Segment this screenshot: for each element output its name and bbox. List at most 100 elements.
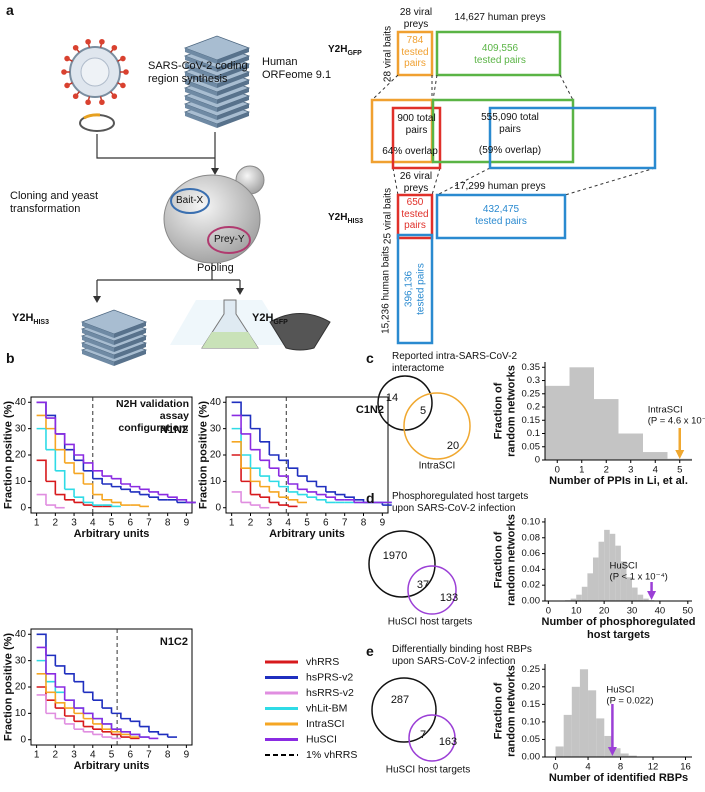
histogram-bar [555, 746, 564, 757]
x-tick-label: 1 [579, 465, 584, 476]
assay-subscript: HIS3 [33, 319, 49, 327]
step-segment [83, 501, 94, 506]
histogram-bar [594, 399, 619, 460]
annotation: IntraSCI [648, 405, 683, 416]
assay-name: Y2H [12, 312, 34, 324]
x-tick-label: 5 [677, 465, 682, 476]
step-segment [55, 470, 66, 490]
virus-spike-head [64, 55, 70, 62]
step-segment [74, 712, 85, 719]
count-label: 28 viral preys [399, 7, 433, 30]
step-segment [92, 699, 103, 709]
y-tick-label: 0.10 [522, 516, 541, 527]
y-tick-label: 0.25 [522, 388, 541, 399]
step-segment [231, 441, 242, 469]
step-segment [36, 427, 47, 450]
step-segment [83, 691, 94, 701]
histogram-bar [628, 755, 637, 757]
count-label: 28 viral baits [382, 25, 394, 83]
x-tick-label: 8 [361, 518, 367, 529]
y-tick-label: 30 [15, 655, 27, 666]
histogram-bar [588, 690, 597, 757]
venn-title: Reported intra-SARS-CoV-2 interactome [392, 351, 518, 374]
connector [96, 132, 216, 172]
assay-name: Y2H [328, 212, 348, 223]
x-tick-label: 20 [599, 606, 610, 617]
legend-label: hsRRS-v2 [306, 687, 354, 699]
step-segment [269, 501, 280, 506]
step-segment [92, 733, 103, 738]
venn-count: 287 [391, 694, 409, 706]
step-segment [111, 712, 122, 719]
step-segment [45, 654, 57, 666]
chart-title: N1N2 [160, 424, 188, 436]
step-segment [36, 493, 47, 506]
plasmid-insert [83, 113, 101, 120]
panel-label: c [366, 350, 374, 366]
step-segment [83, 483, 94, 495]
step-label: Pooling [197, 262, 234, 274]
step-segment [316, 499, 327, 503]
x-tick-label: 9 [184, 750, 190, 761]
histogram-bar [626, 577, 633, 601]
x-tick-label: 0 [555, 465, 560, 476]
y-tick-label: 40 [15, 397, 27, 408]
step-segment [36, 401, 47, 416]
step-segment [74, 496, 85, 503]
y-tick-label: 30 [15, 423, 27, 434]
step-segment [45, 691, 57, 703]
step-segment [64, 723, 75, 730]
step-segment [120, 483, 132, 487]
step-segment [278, 475, 289, 484]
step-segment [307, 480, 318, 487]
annotation: (P = 0.022) [606, 696, 653, 707]
x-tick-label: 6 [127, 750, 133, 761]
step-segment [92, 717, 103, 724]
venn-count: 20 [447, 440, 459, 452]
step-segment [36, 673, 47, 693]
step-label: Human ORFeome 9.1 [262, 56, 332, 81]
x-tick-label: 5 [109, 750, 115, 761]
yeast-cell [163, 174, 261, 264]
step-segment [45, 712, 57, 719]
arrow-head [236, 288, 244, 295]
y-tick-label: 40 [210, 397, 222, 408]
step-segment [83, 470, 94, 479]
histogram-bar [667, 458, 692, 460]
step-segment [288, 499, 299, 503]
step-segment [102, 475, 113, 479]
step-segment [241, 454, 252, 469]
x-tick-label: 3 [71, 750, 77, 761]
step-segment [55, 717, 66, 724]
x-tick-label: 9 [184, 518, 190, 529]
step-segment [64, 699, 75, 709]
step-segment [92, 470, 103, 477]
assay-label: Y2HHIS3 [328, 212, 363, 226]
step-segment [288, 467, 299, 477]
venn-set-label: IntraSCI [419, 461, 456, 472]
histogram-bar [598, 541, 605, 601]
overlap-label: (59% overlap) [478, 145, 542, 156]
assay-label: Y2HGFP [328, 44, 362, 58]
x-tick-label: 0 [546, 606, 551, 617]
prey-plasmid [207, 226, 251, 254]
histogram-bar [615, 545, 621, 601]
step-segment [102, 499, 113, 503]
x-tick-label: 2 [248, 518, 254, 529]
step-segment [139, 493, 150, 498]
x-tick-label: 4 [585, 762, 590, 773]
step-segment [325, 496, 337, 500]
y-tick-label: 0.2 [527, 402, 540, 413]
step-segment [335, 493, 346, 498]
panel-label: b [6, 350, 15, 366]
step-segment [74, 720, 85, 727]
assay-subscript: GFP [347, 50, 362, 57]
step-segment [344, 496, 355, 500]
x-tick-label: 2 [53, 518, 59, 529]
virus-spike-head [64, 82, 70, 89]
histogram-bar [579, 669, 589, 757]
x-tick-label: 7 [342, 518, 348, 529]
step-segment [55, 691, 66, 701]
virus-spike-head [72, 93, 79, 100]
virus-spike-head [99, 99, 105, 106]
